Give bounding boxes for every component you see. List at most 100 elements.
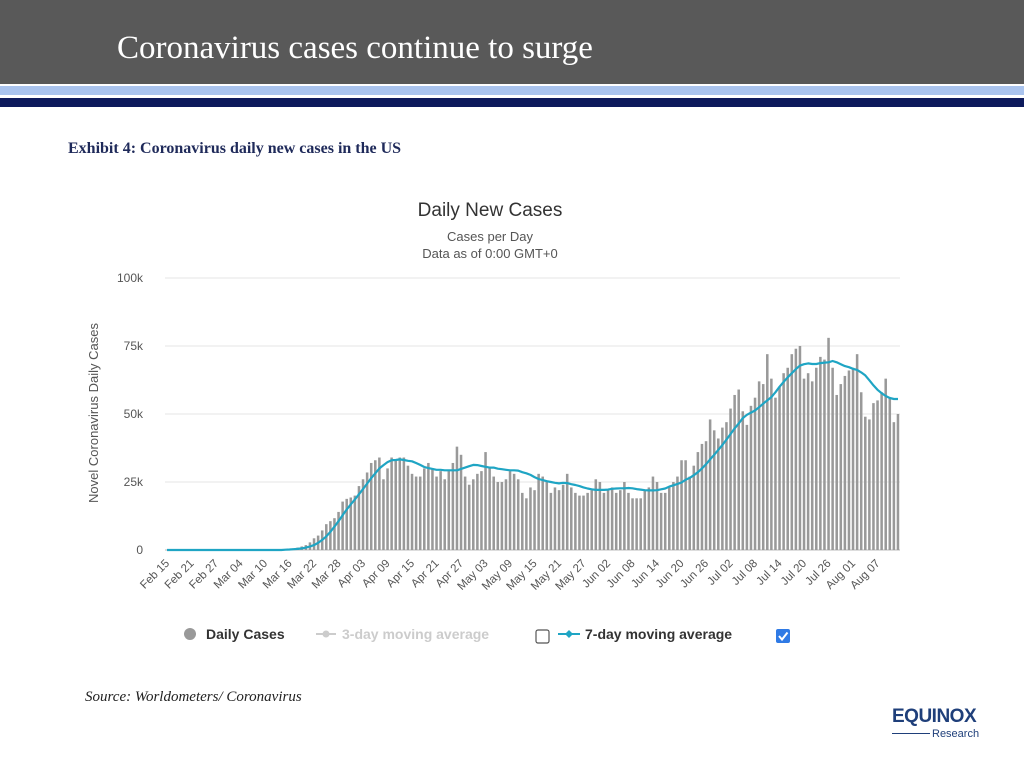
daily-cases-bar (643, 490, 647, 550)
daily-cases-bar (888, 397, 892, 550)
legend-daily-cases-label[interactable]: Daily Cases (206, 626, 285, 642)
header-stripe-light (0, 86, 1024, 95)
daily-cases-bar (394, 460, 397, 550)
daily-cases-bar (390, 457, 393, 550)
daily-cases-bar (843, 375, 847, 550)
daily-cases-bar (410, 473, 414, 550)
daily-cases-bar (810, 381, 814, 550)
daily-cases-bar (827, 337, 830, 550)
x-tick-label: Jul 14 (754, 557, 785, 588)
slide-title: Coronavirus cases continue to surge (117, 30, 593, 66)
daily-cases-bar (872, 403, 875, 550)
legend-7day-diamond-icon (565, 630, 573, 638)
daily-cases-bar (737, 389, 740, 550)
daily-cases-bar (798, 346, 802, 550)
daily-cases-bar (663, 492, 667, 550)
daily-cases-bar (753, 397, 757, 550)
legend-daily-cases-marker (184, 628, 196, 640)
daily-cases-bar (382, 479, 385, 550)
daily-cases-bar (561, 484, 565, 550)
daily-cases-bar (447, 471, 451, 550)
x-tick-label: Jul 02 (705, 558, 735, 588)
daily-cases-bar (353, 495, 357, 550)
daily-cases-bar (533, 490, 536, 550)
daily-cases-bar (623, 482, 626, 550)
daily-cases-bar (570, 487, 573, 550)
logo-rule (892, 733, 930, 734)
daily-cases-bar (423, 468, 426, 550)
daily-cases-bar (778, 386, 781, 550)
check-mark-icon (778, 631, 789, 642)
daily-cases-bar (708, 419, 712, 550)
chart-title: Daily New Cases (418, 200, 563, 221)
daily-cases-bar (610, 487, 614, 550)
y-tick-labels: 0 25k 50k 75k 100k (117, 271, 144, 557)
daily-cases-bar (761, 384, 765, 550)
daily-cases-bar (774, 397, 777, 550)
daily-cases-bar (459, 454, 463, 550)
daily-cases-bar (361, 479, 365, 550)
daily-cases-bar (717, 438, 720, 550)
daily-cases-bar (696, 452, 700, 550)
legend: Daily Cases 3-day moving average 7-day m… (184, 626, 790, 644)
daily-cases-bar (333, 518, 336, 550)
daily-cases-bar (537, 473, 540, 550)
daily-cases-bar (627, 492, 630, 550)
daily-cases-bar (639, 498, 642, 550)
chart-subtitle-2: Data as of 0:00 GMT+0 (422, 246, 557, 261)
daily-cases-bar (802, 378, 806, 550)
daily-cases-bar (851, 367, 855, 550)
daily-cases-bar (659, 492, 663, 550)
daily-cases-bar (606, 490, 610, 550)
daily-cases-bar (655, 482, 659, 550)
y-tick-label: 50k (124, 407, 144, 421)
daily-cases-bar (692, 465, 696, 550)
y-tick-label: 75k (124, 339, 144, 353)
exhibit-title: Exhibit 4: Coronavirus daily new cases i… (68, 140, 402, 157)
daily-cases-bar (369, 462, 373, 550)
daily-cases-bar (635, 498, 638, 550)
daily-cases-bar (529, 487, 532, 550)
daily-cases-bar (574, 492, 577, 550)
legend-7day-label[interactable]: 7-day moving average (585, 626, 732, 642)
daily-cases-bar (590, 490, 593, 550)
daily-cases-bar (427, 462, 430, 550)
daily-cases-bar (757, 381, 761, 550)
legend-7day-checkbox[interactable] (776, 629, 790, 643)
daily-cases-bar (815, 367, 818, 550)
chart-subtitle-1: Cases per Day (447, 229, 533, 244)
daily-cases-bar (880, 392, 883, 550)
daily-cases-bar (557, 490, 561, 550)
daily-cases-bar (614, 492, 618, 550)
daily-cases-bar (565, 473, 569, 550)
seven-day-average-line (167, 359, 898, 552)
daily-cases-bar (451, 462, 455, 550)
y-tick-label: 100k (117, 271, 144, 285)
seven-day-average-series (167, 359, 898, 552)
y-tick-label: 25k (124, 475, 144, 489)
daily-cases-bar (704, 441, 708, 550)
legend-3day-label[interactable]: 3-day moving average (342, 626, 489, 642)
daily-cases-bar (463, 476, 467, 550)
daily-cases-bar (349, 497, 353, 550)
daily-cases-bar (386, 468, 389, 550)
daily-cases-bar (374, 460, 377, 550)
daily-cases-bar (819, 356, 822, 550)
daily-cases-bar (484, 452, 487, 550)
checkbox-checked-icon (776, 629, 790, 643)
daily-cases-bar (521, 492, 524, 550)
gridlines (165, 277, 900, 551)
daily-cases-bar (439, 471, 442, 550)
daily-cases-bar (868, 419, 871, 550)
legend-3day-dot-icon (322, 630, 330, 638)
legend-3day-checkbox[interactable] (535, 629, 550, 644)
daily-cases-bar (496, 482, 500, 550)
equinox-logo: EQUINOX Research (892, 706, 984, 746)
x-tick-label: Jun 26 (678, 558, 711, 591)
daily-cases-bar (700, 443, 704, 550)
daily-cases-bar (749, 405, 753, 550)
daily-cases-bar (545, 482, 549, 550)
daily-cases-bar (725, 422, 728, 550)
